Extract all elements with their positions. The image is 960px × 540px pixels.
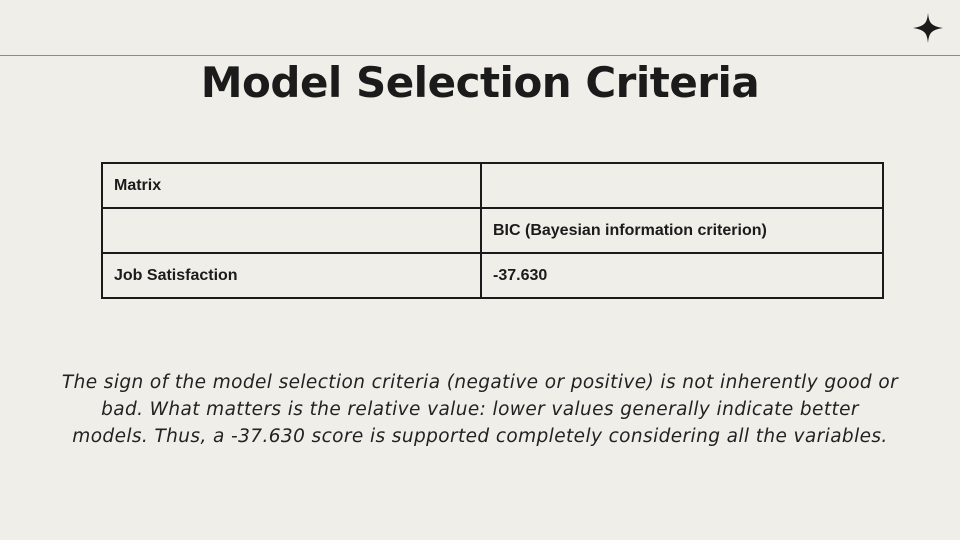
table-row: BIC (Bayesian information criterion): [101, 207, 884, 254]
four-point-star-icon: [913, 13, 943, 43]
criteria-table: Matrix BIC (Bayesian information criteri…: [101, 162, 884, 299]
table-cell: -37.630: [480, 252, 884, 299]
table-cell: [101, 207, 482, 254]
table-cell: BIC (Bayesian information criterion): [480, 207, 884, 254]
table-cell: [480, 162, 884, 209]
table-cell: Matrix: [101, 162, 482, 209]
interpretation-note: The sign of the model selection criteria…: [61, 372, 899, 447]
header-divider: [0, 55, 960, 56]
table-cell: Job Satisfaction: [101, 252, 482, 299]
slide-title: Model Selection Criteria: [200, 58, 760, 107]
table-row: Job Satisfaction -37.630: [101, 252, 884, 299]
table-row: Matrix: [101, 162, 884, 209]
